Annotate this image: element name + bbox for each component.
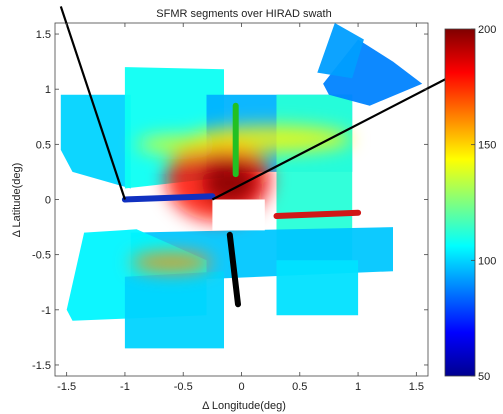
x-tick-label: -1.5 [57, 381, 76, 393]
x-tick-label: 1.5 [409, 381, 424, 393]
intensity-spot [130, 252, 213, 273]
intensity-spot [189, 125, 353, 153]
x-tick-label: 1 [355, 381, 361, 393]
y-tick-label: 1 [45, 84, 51, 96]
y-tick-label: 0.5 [36, 139, 51, 151]
x-tick-label: -0.5 [174, 381, 193, 393]
x-tick-label: -1 [120, 381, 130, 393]
colorbar-tick-label: 150 [478, 140, 496, 152]
empty-region [212, 199, 265, 231]
empty-region-layer [212, 199, 265, 231]
y-axis-label: Δ Latitude(deg) [11, 163, 23, 238]
sfmr-segment [226, 231, 241, 308]
y-tick-label: 1.5 [36, 29, 51, 41]
swath-patch [276, 260, 359, 316]
x-tick-label: 0.5 [292, 381, 307, 393]
colorbar [444, 28, 476, 377]
y-tick-label: -0.5 [32, 250, 51, 262]
flight-track-line [59, 6, 126, 200]
sfmr-segment [121, 193, 216, 203]
y-axis: -1.5 -1 -0.5 0 0.5 1 1.5 [32, 29, 428, 372]
x-tick-label: 0 [238, 381, 244, 393]
x-axis-label: Δ Longitude(deg) [202, 400, 286, 412]
y-tick-label: -1.5 [32, 360, 51, 372]
y-tick-label: -1 [41, 305, 51, 317]
sfmr-segment-layer [121, 102, 362, 308]
intensity-spot [136, 135, 219, 154]
y-tick-label: 0 [45, 195, 51, 207]
colorbar-tick-label: 200 [478, 24, 496, 36]
swath-patch [124, 271, 224, 349]
sfmr-segment [273, 209, 362, 219]
chart-title: SFMR segments over HIRAD swath [156, 8, 331, 20]
colorbar-axis: 50 100 150 200 [471, 24, 496, 383]
colorbar-tick-label: 50 [478, 371, 490, 383]
intensity-spot [201, 160, 258, 206]
colorbar-tick-label: 100 [478, 255, 496, 267]
swath-patch [317, 23, 364, 79]
x-axis: -1.5 -1 -0.5 0 0.5 1 1.5 [57, 23, 424, 393]
